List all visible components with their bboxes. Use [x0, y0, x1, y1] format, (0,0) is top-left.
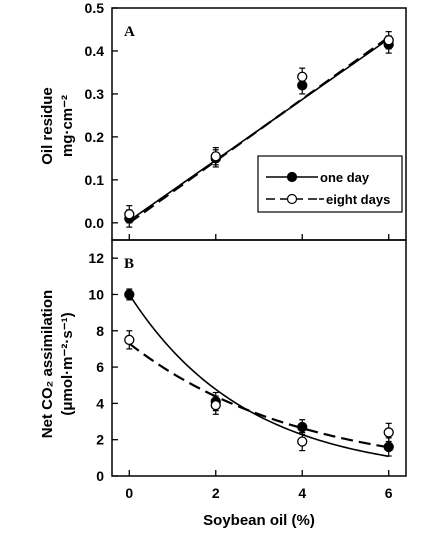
panel-b-ytick-label: 6 — [96, 359, 104, 375]
panel-a-ytick-label: 0.5 — [85, 0, 105, 16]
panel-b-frame — [111, 239, 407, 477]
panel-a-ytick-label: 0.0 — [85, 215, 105, 231]
panel-b-label: B — [124, 256, 134, 272]
panel-a-ytick-label: 0.4 — [85, 43, 105, 59]
panel-a-oil-residue: A Oil residue mg·cm⁻² 0.0 0.1 0.2 0.3 0.4 0.5… — [39, 0, 407, 241]
panel-b-ylabel-line2: (μmol·m⁻²·s⁻¹) — [59, 312, 76, 415]
legend-box — [257, 155, 403, 213]
panel-b-point-eight-days — [383, 427, 394, 438]
panel-b-ylabel-line1: Net CO₂ assimilation — [39, 290, 56, 438]
panel-b-point-eight-days — [210, 400, 221, 411]
panel-b-ytick-label: 0 — [96, 468, 104, 484]
legend-marker-one-day — [286, 171, 298, 183]
panel-b-fit-line-eight-days — [128, 342, 389, 449]
panel-b-xtick-label: 2 — [212, 485, 220, 501]
panel-b-ytick-label: 4 — [96, 395, 104, 411]
panel-a-ytick-label: 0.1 — [85, 172, 105, 188]
panel-b-point-eight-days — [297, 436, 308, 447]
panel-b-xtick-label: 6 — [385, 485, 393, 501]
panel-a-ytick-label: 0.3 — [85, 86, 105, 102]
panel-a-ylabel-line2: mg·cm⁻² — [59, 95, 76, 157]
panel-a-point-eight-days — [383, 35, 394, 46]
panel-b-ytick-label: 2 — [96, 432, 104, 448]
panel-a-ylabel-line1: Oil residue — [39, 87, 56, 165]
panel-b-co2-assimilation: B Net CO₂ assimilation (μmol·m⁻²·s⁻¹) 0 2… — [39, 239, 407, 529]
panel-a-point-eight-days — [210, 151, 221, 162]
panel-b-fit-line-one-day — [128, 294, 389, 458]
legend-label-eight-days: eight days — [326, 192, 390, 207]
panel-b-xtick-label: 4 — [298, 485, 306, 501]
panel-b-ytick-label: 10 — [88, 286, 104, 302]
panel-b-xtick-label: 0 — [125, 485, 133, 501]
panel-a-label: A — [124, 24, 135, 40]
legend: one day eight days — [257, 155, 403, 213]
panel-b-point-eight-days — [124, 334, 135, 345]
x-axis-title: Soybean oil (%) — [203, 512, 315, 529]
legend-marker-eight-days — [286, 193, 298, 205]
panel-a-fit-line-one-day — [128, 38, 390, 222]
panel-b-ytick-label: 8 — [96, 323, 104, 339]
panel-a-point-eight-days — [297, 71, 308, 82]
panel-a-point-eight-days — [124, 209, 135, 220]
panel-b-ytick-label: 12 — [88, 250, 104, 266]
panel-b-point-one-day — [124, 289, 135, 300]
legend-label-one-day: one day — [320, 170, 370, 185]
panel-a-ytick-label: 0.2 — [85, 129, 105, 145]
